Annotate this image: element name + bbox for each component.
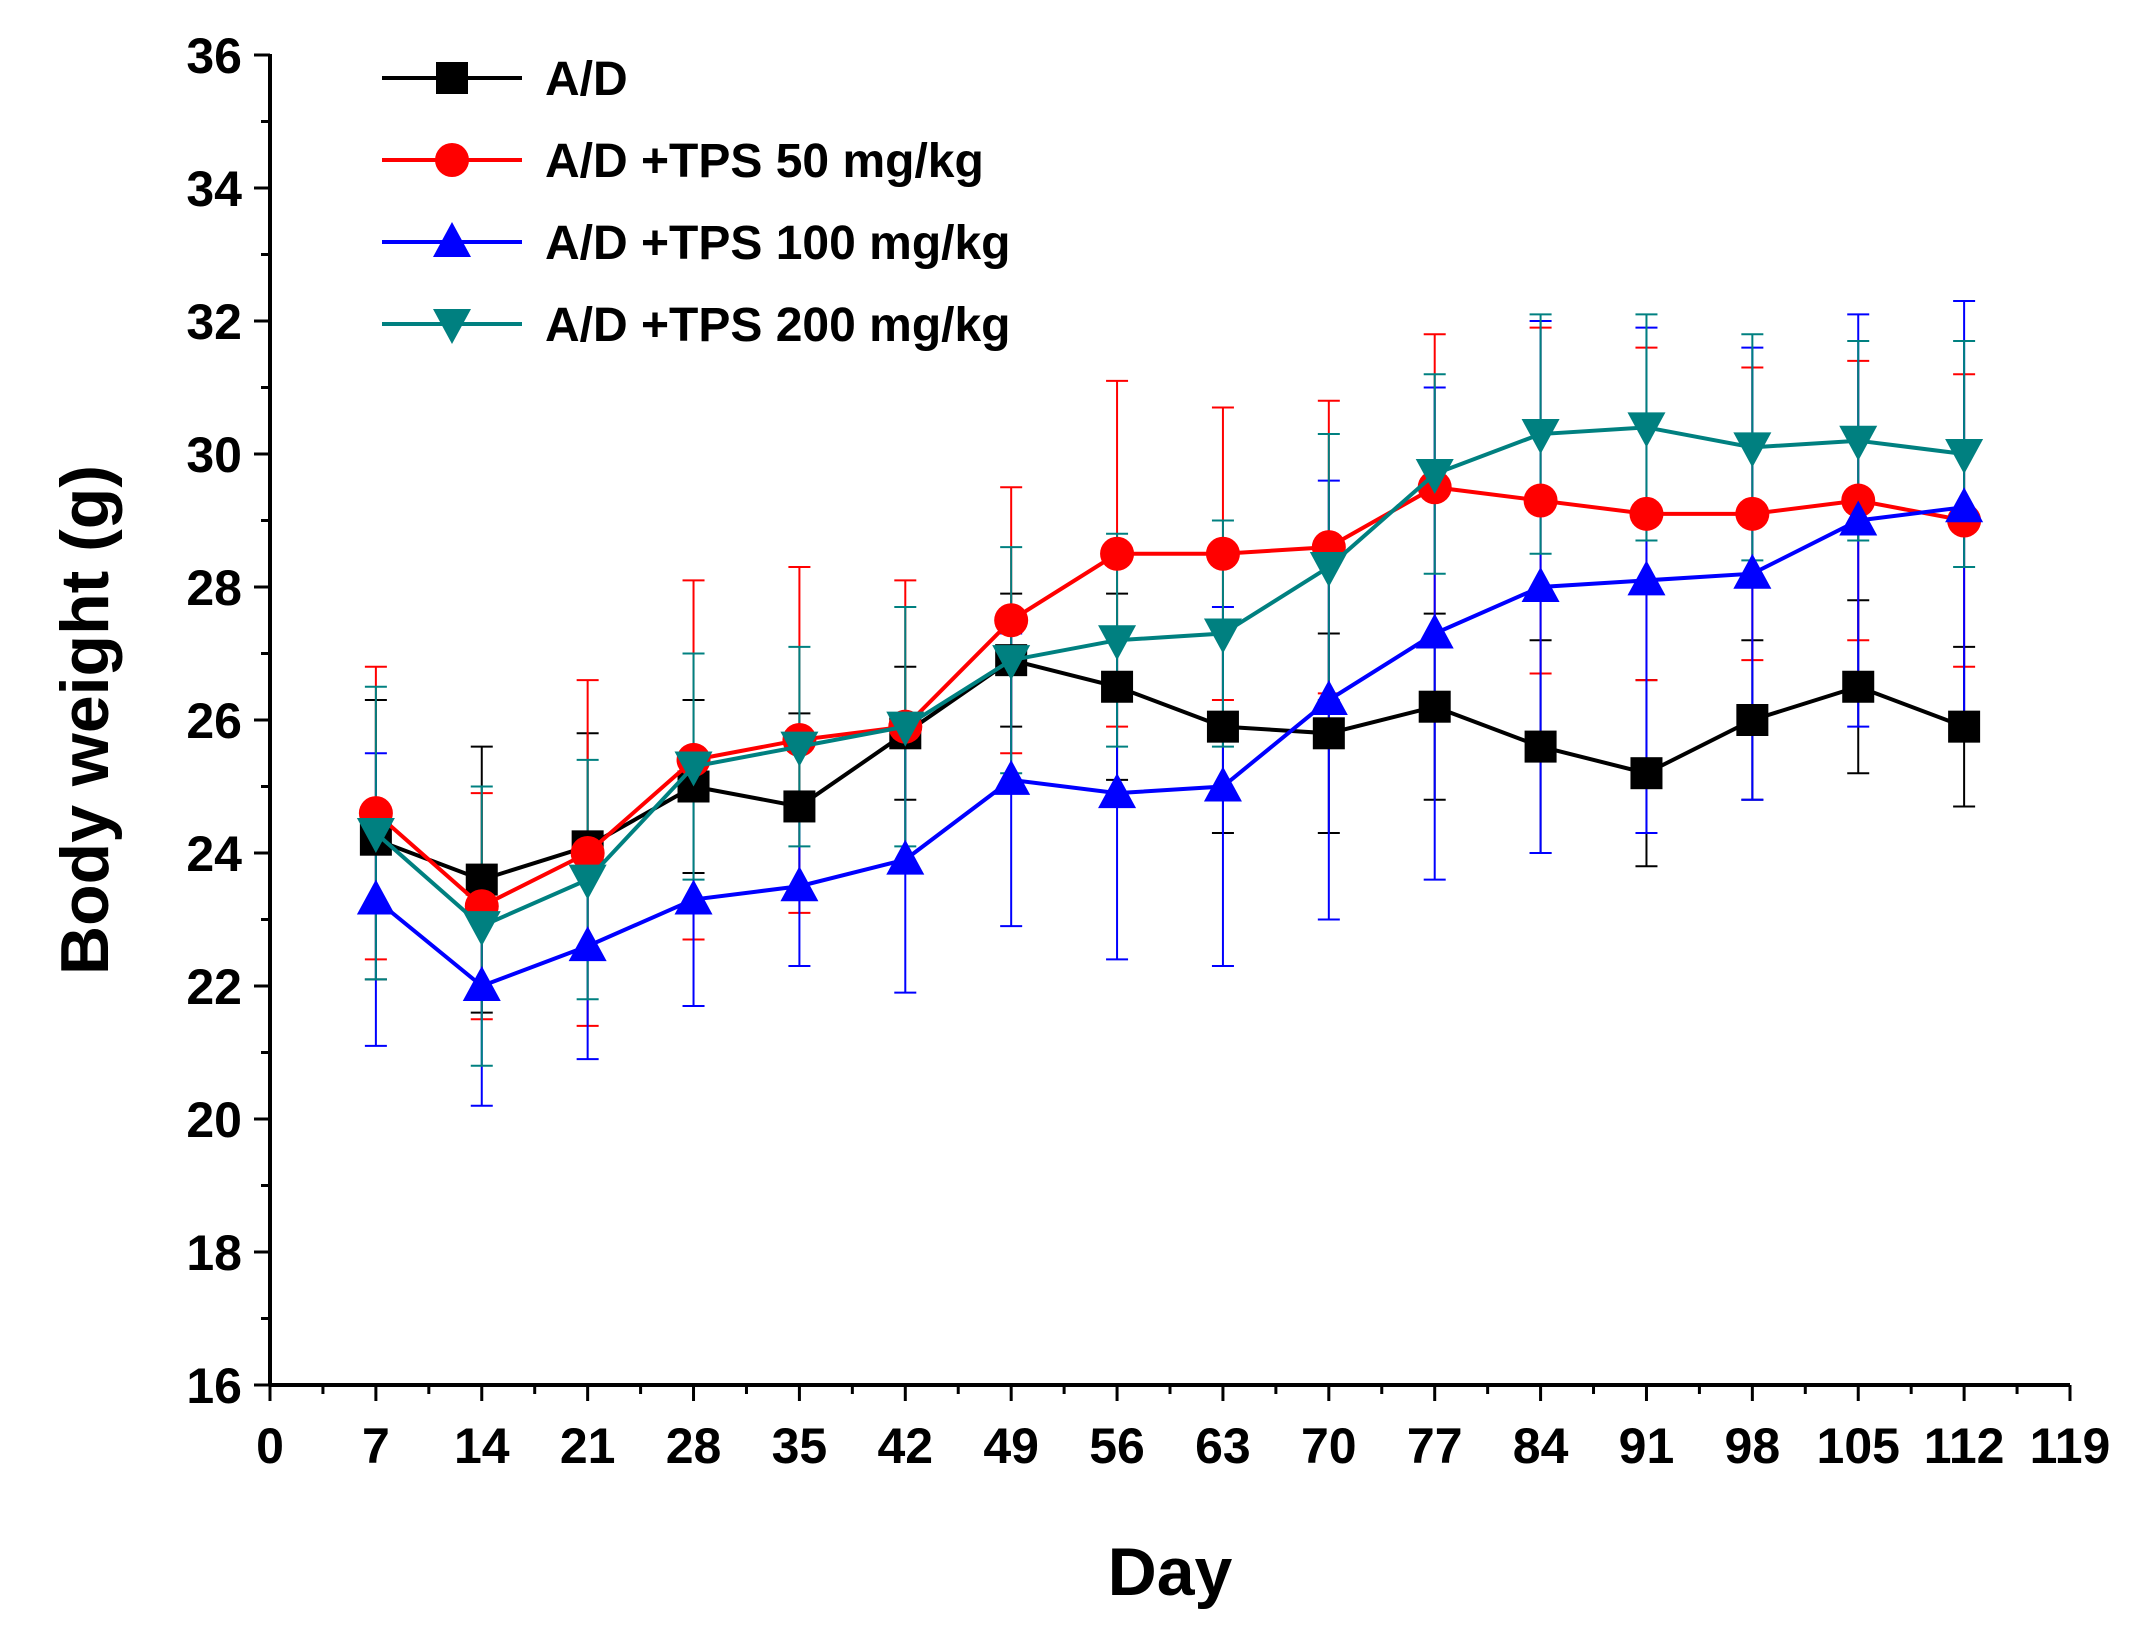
x-tick-label: 7	[362, 1418, 390, 1474]
y-axis-title: Body weight (g)	[47, 465, 123, 975]
x-tick-label: 70	[1301, 1418, 1357, 1474]
data-point	[568, 926, 607, 962]
data-point	[1629, 496, 1664, 531]
y-tick-label: 18	[186, 1225, 242, 1281]
data-point	[992, 645, 1031, 681]
x-tick-label: 84	[1513, 1418, 1569, 1474]
data-point	[1524, 730, 1557, 763]
data-point	[1736, 704, 1769, 736]
legend-marker	[436, 62, 468, 94]
data-point	[1100, 536, 1135, 571]
data-point	[568, 864, 607, 900]
y-tick-label: 16	[186, 1358, 242, 1414]
data-point	[1735, 496, 1770, 531]
legend-marker	[435, 143, 469, 177]
data-point	[1415, 458, 1454, 494]
data-point	[1098, 625, 1137, 661]
data-point	[1521, 419, 1560, 455]
x-tick-label: 112	[1924, 1418, 2005, 1474]
y-tick-label: 28	[186, 560, 242, 616]
data-point	[1839, 425, 1878, 461]
x-tick-label: 63	[1195, 1418, 1251, 1474]
data-point	[1945, 439, 1984, 474]
y-tick-label: 26	[186, 693, 242, 749]
data-point	[1627, 412, 1666, 448]
data-series	[356, 412, 1984, 1001]
y-tick-label: 36	[186, 28, 242, 84]
data-point	[1203, 618, 1242, 654]
legend-label: A/D +TPS 200 mg/kg	[545, 299, 1011, 352]
data-point	[992, 759, 1031, 795]
data-point	[1098, 773, 1137, 809]
x-axis-title: Day	[1108, 1534, 1233, 1610]
data-point	[994, 603, 1029, 638]
series-line-0	[375, 657, 1965, 882]
x-tick-label: 119	[2030, 1418, 2111, 1474]
data-point	[462, 911, 501, 947]
data-point	[1203, 766, 1242, 802]
x-tick-label: 91	[1619, 1418, 1675, 1474]
axes: 16 18 20 22 24 26 28 30 32 34 36 0 7 14 21 28 35 42 49 56 63…	[47, 28, 2110, 1610]
legend: A/D A/D +TPS 50 mg/kg A/D +TPS 100 mg/kg A/…	[382, 53, 1011, 352]
x-tick-label: 28	[666, 1418, 722, 1474]
data-point	[1733, 553, 1772, 589]
data-point	[1312, 717, 1345, 750]
data-point	[1733, 432, 1772, 468]
legend-label: A/D +TPS 50 mg/kg	[545, 135, 984, 188]
error-bars	[364, 300, 1976, 1107]
y-tick-label: 24	[186, 826, 242, 882]
data-point	[1415, 613, 1454, 649]
legend-label: A/D +TPS 100 mg/kg	[545, 217, 1011, 270]
x-tick-label: 42	[877, 1418, 933, 1474]
series-line-3	[374, 425, 1965, 929]
data-point	[1948, 710, 1981, 743]
data-point	[1101, 670, 1134, 703]
x-tick-label: 105	[1817, 1418, 1900, 1474]
data-point	[674, 879, 713, 915]
x-tick-label: 35	[772, 1418, 828, 1474]
data-point	[356, 818, 395, 854]
data-point	[1630, 757, 1663, 790]
data-point	[1842, 670, 1875, 703]
data-point	[780, 731, 819, 767]
x-tick-label: 56	[1089, 1418, 1145, 1474]
x-tick-label: 14	[454, 1418, 510, 1474]
data-point	[1309, 552, 1348, 588]
data-point	[1206, 710, 1239, 743]
data-point	[356, 879, 395, 915]
x-tick-label: 77	[1407, 1418, 1463, 1474]
y-tick-label: 22	[186, 959, 242, 1015]
data-point	[1523, 483, 1558, 518]
data-point	[1839, 500, 1878, 536]
data-point	[1418, 690, 1451, 723]
data-point	[1627, 560, 1666, 596]
data-point	[780, 866, 819, 902]
x-tick-label: 0	[256, 1418, 284, 1474]
data-point	[1205, 536, 1240, 571]
y-tick-label: 20	[186, 1092, 242, 1148]
data-point	[570, 836, 605, 870]
x-tick-label: 49	[983, 1418, 1039, 1474]
data-point	[1521, 567, 1560, 602]
y-tick-label: 34	[186, 161, 242, 217]
data-point	[886, 839, 925, 875]
y-tick-label: 30	[186, 427, 242, 483]
x-tick-label: 98	[1725, 1418, 1781, 1474]
legend-label: A/D	[545, 53, 628, 106]
legend-marker	[433, 309, 471, 344]
series-line-2	[374, 505, 1965, 989]
data-point	[1945, 487, 1984, 523]
series-line-1	[374, 485, 1965, 909]
data-point	[886, 711, 925, 747]
data-point	[783, 790, 816, 823]
data-point	[1309, 680, 1348, 716]
x-tick-label: 21	[560, 1418, 616, 1474]
legend-marker	[433, 222, 471, 257]
data-point	[462, 966, 501, 1001]
data-point	[674, 751, 713, 787]
y-tick-label: 32	[186, 294, 242, 350]
